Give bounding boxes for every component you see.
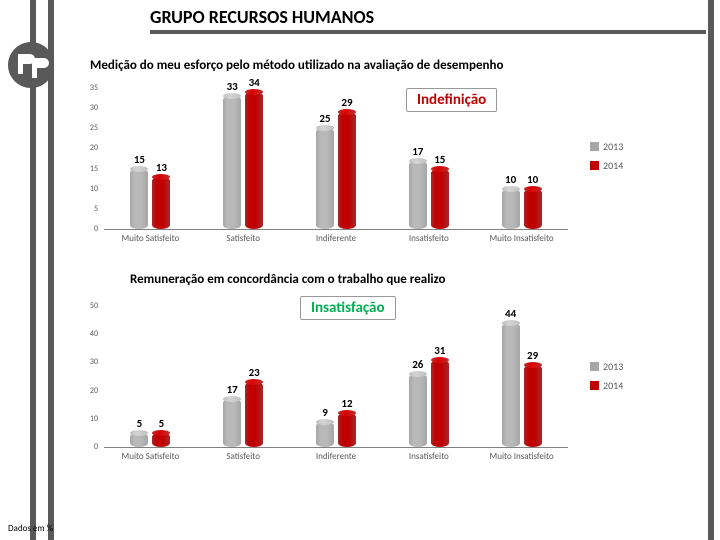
category-label: Muito Satisfeito [122, 451, 180, 462]
bar-2014 [152, 433, 170, 447]
chart2-legend: 2013 2014 [590, 360, 623, 398]
chart2: 0 10 20 30 40 50 Muito Satisfeito 5 5 Satisfeito 1… [80, 300, 570, 465]
category-label: Indiferente [316, 451, 356, 462]
legend-swatch [590, 362, 599, 371]
y-tick-label: 20 [80, 386, 98, 396]
y-tick-label: 35 [80, 83, 98, 93]
y-tick-label: 0 [80, 442, 98, 452]
bar-2013 [223, 96, 241, 229]
legend-swatch [590, 161, 599, 170]
value-label: 17 [412, 145, 423, 158]
category-label: Satisfeito [226, 233, 260, 244]
value-label: 29 [341, 96, 352, 109]
bar-2013 [223, 399, 241, 447]
value-label: 31 [434, 344, 445, 357]
page-title: GRUPO RECURSOS HUMANOS [150, 6, 374, 28]
legend-label: 2013 [603, 360, 623, 373]
footer-note: Dados em % [8, 523, 53, 534]
y-tick-label: 15 [80, 164, 98, 174]
category-label: Insatisfeito [409, 233, 449, 244]
y-tick-label: 25 [80, 123, 98, 133]
chart1-title: Medição do meu esforço pelo método utili… [90, 58, 503, 73]
page: GRUPO RECURSOS HUMANOS Medição do meu es… [0, 0, 720, 540]
y-tick-label: 30 [80, 357, 98, 367]
value-label: 12 [341, 397, 352, 410]
bar-2013 [130, 433, 148, 447]
bar-2013 [502, 189, 520, 229]
value-label: 10 [527, 173, 538, 186]
bar-2013 [409, 374, 427, 447]
category-label: Muito Insatisfeito [490, 233, 554, 244]
y-tick-label: 10 [80, 184, 98, 194]
bar-2014 [431, 169, 449, 229]
y-tick-label: 30 [80, 103, 98, 113]
bar-2014 [431, 360, 449, 447]
bar-2014 [338, 413, 356, 447]
bar-2014 [524, 189, 542, 229]
value-label: 5 [137, 417, 143, 430]
value-label: 44 [505, 307, 516, 320]
header-rule [150, 30, 706, 34]
legend-swatch [590, 142, 599, 151]
value-label: 9 [322, 406, 328, 419]
value-label: 26 [412, 358, 423, 371]
y-tick-label: 20 [80, 143, 98, 153]
chart1: 0 5 10 15 20 25 30 35 Muito Satisfeito 15 13 Satisf… [80, 82, 570, 247]
value-label: 15 [434, 153, 445, 166]
legend-label: 2014 [603, 379, 623, 392]
bar-2013 [316, 128, 334, 229]
value-label: 13 [156, 161, 167, 174]
x-axis-line [104, 447, 568, 448]
bar-2013 [316, 422, 334, 447]
y-tick-label: 10 [80, 414, 98, 424]
category-label: Muito Insatisfeito [490, 451, 554, 462]
category-label: Satisfeito [226, 451, 260, 462]
category-label: Muito Satisfeito [122, 233, 180, 244]
value-label: 25 [319, 112, 330, 125]
bar-2014 [245, 92, 263, 229]
x-axis-line [104, 229, 568, 230]
value-label: 23 [249, 366, 260, 379]
legend-swatch [590, 381, 599, 390]
value-label: 15 [134, 153, 145, 166]
bar-2014 [338, 112, 356, 229]
bar-2014 [245, 382, 263, 447]
legend-item-2013: 2013 [590, 360, 623, 373]
value-label: 29 [527, 349, 538, 362]
bar-2014 [152, 177, 170, 229]
bar-2013 [409, 161, 427, 229]
decor-bar-right [708, 0, 714, 540]
legend-label: 2014 [603, 159, 623, 172]
y-tick-label: 0 [80, 224, 98, 234]
value-label: 33 [227, 80, 238, 93]
chart2-title: Remuneração em concordância com o trabal… [130, 272, 446, 287]
category-label: Insatisfeito [409, 451, 449, 462]
chart1-legend: 2013 2014 [590, 140, 623, 178]
y-tick-label: 50 [80, 301, 98, 311]
legend-label: 2013 [603, 140, 623, 153]
value-label: 5 [159, 417, 165, 430]
value-label: 10 [505, 173, 516, 186]
legend-item-2013: 2013 [590, 140, 623, 153]
bar-2013 [130, 169, 148, 229]
value-label: 17 [227, 383, 238, 396]
y-tick-label: 40 [80, 329, 98, 339]
category-label: Indiferente [316, 233, 356, 244]
value-label: 34 [249, 76, 260, 89]
legend-item-2014: 2014 [590, 159, 623, 172]
legend-item-2014: 2014 [590, 379, 623, 392]
bar-2013 [502, 323, 520, 447]
logo-icon [8, 42, 54, 88]
y-tick-label: 5 [80, 204, 98, 214]
bar-2014 [524, 365, 542, 447]
